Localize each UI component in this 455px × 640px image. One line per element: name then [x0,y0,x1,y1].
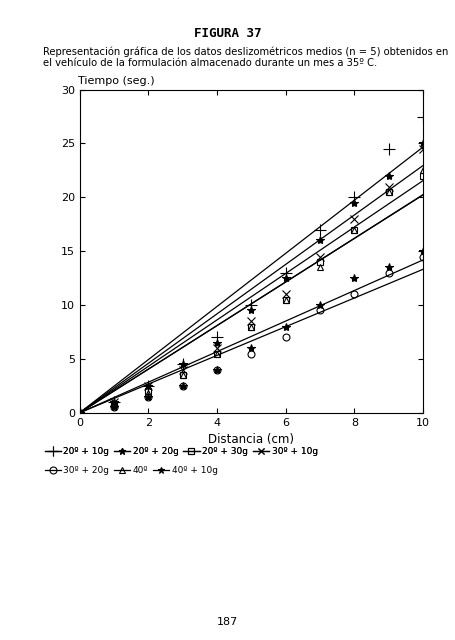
Text: FIGURA 37: FIGURA 37 [194,27,261,40]
Text: 187: 187 [217,617,238,627]
Legend: 20º + 10g, 20º + 20g, 20º + 30g, 30º + 10g: 20º + 10g, 20º + 20g, 20º + 30g, 30º + 1… [41,444,322,460]
X-axis label: Distancia (cm): Distancia (cm) [208,433,294,446]
Text: Tiempo (seg.): Tiempo (seg.) [78,76,155,86]
Text: el vehículo de la formulación almacenado durante un mes a 35º C.: el vehículo de la formulación almacenado… [43,58,378,68]
Legend: 30º + 20g, 40º, 40º + 10g: 30º + 20g, 40º, 40º + 10g [41,463,222,479]
Text: Representación gráfica de los datos deslizométricos medios (n = 5) obtenidos en: Representación gráfica de los datos desl… [43,46,449,56]
